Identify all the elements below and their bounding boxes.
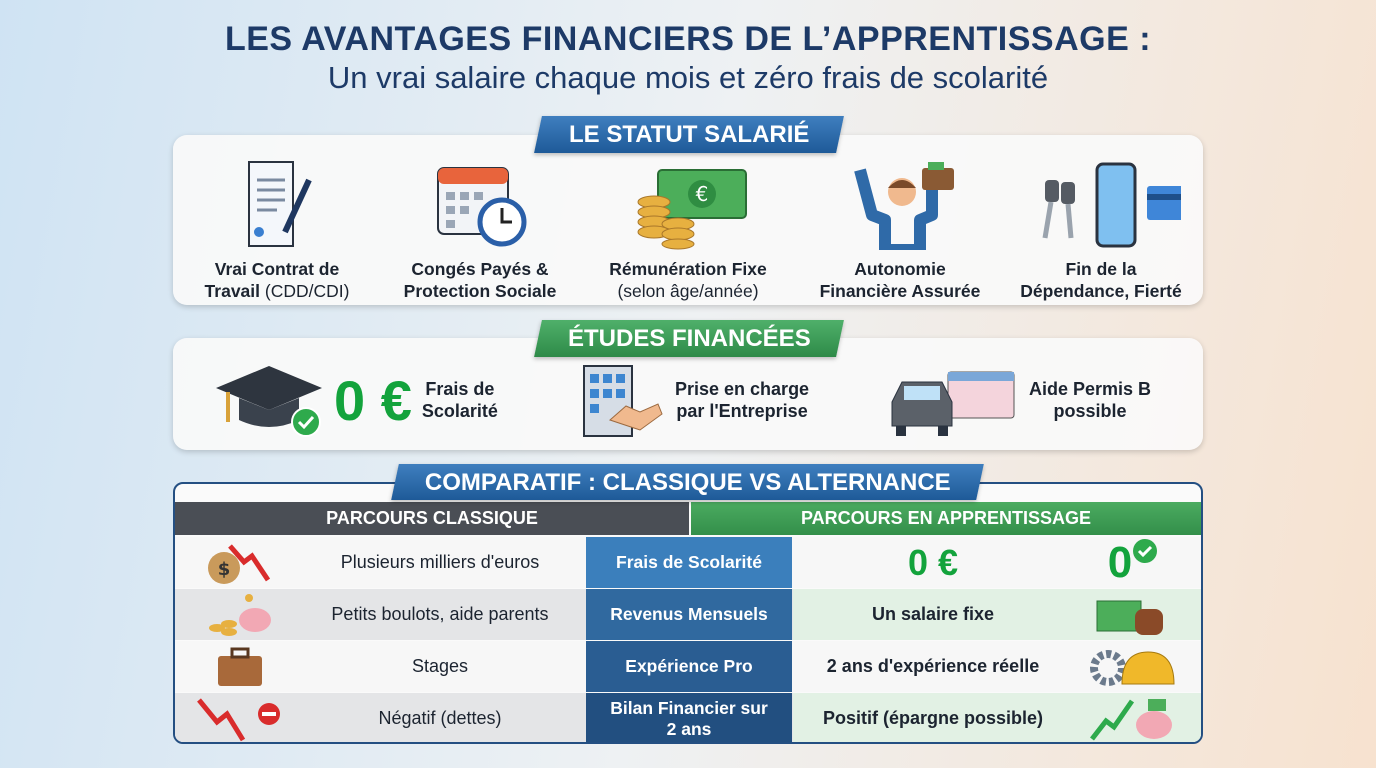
cash-purse-icon <box>1096 600 1163 635</box>
keys-phone-card-icon <box>1042 162 1181 248</box>
table-row: Négatif (dettes) Bilan Financier sur 2 a… <box>175 693 1201 742</box>
statut-item-dependance: Fin de la Dépendance, Fierté <box>1001 160 1201 302</box>
person-wallet-icon <box>854 162 954 250</box>
page-subtitle: Un vrai salaire chaque mois et zéro frai… <box>327 60 1049 95</box>
statut-heading: LE STATUT SALARIÉ <box>534 116 844 153</box>
statut-item-autonomie: Autonomie Financière Assurée <box>800 160 1000 302</box>
etudes-item-scolarite: 0 € Frais de Scolarité <box>214 362 498 438</box>
apprentissage-value: 2 ans d'expérience réelle <box>826 656 1040 676</box>
etudes-item-entreprise: Prise en charge par l'Entreprise <box>580 362 809 438</box>
table-row: $ Plusieurs milliers d'euros Frais de Sco… <box>175 537 1201 588</box>
criterion-label: Expérience Pro <box>586 641 792 692</box>
apprentissage-value: Un salaire fixe <box>871 604 995 624</box>
piggy-bank-coins-icon <box>209 593 271 636</box>
money-coins-icon: € <box>637 169 747 250</box>
trend-down-minus-icon <box>197 697 280 741</box>
graduation-cap-icon <box>216 366 322 437</box>
building-handshake-icon <box>583 365 663 437</box>
classique-value: Stages <box>411 656 469 676</box>
check-circle-icon <box>1133 538 1158 563</box>
page-title: LES AVANTAGES FINANCIERS DE L’APPRENTISS… <box>224 20 1152 58</box>
comparison-table: PARCOURS CLASSIQUE PARCOURS EN APPRENTIS… <box>173 482 1203 744</box>
criterion-label: Frais de Scolarité <box>586 537 792 588</box>
zero-euro-label: 0 € <box>334 368 412 432</box>
calendar-clock-icon <box>437 167 527 247</box>
contract-icon <box>248 161 312 247</box>
statut-item-contrat: Vrai Contrat de Travail (CDD/CDI) <box>177 160 377 302</box>
classique-value: Négatif (dettes) <box>378 708 502 728</box>
table-row: Stages Expérience Pro 2 ans d'expérience… <box>175 641 1201 692</box>
classique-value: Plusieurs milliers d'euros <box>340 552 540 572</box>
briefcase-icon <box>218 647 262 686</box>
trend-up-piggy-icon <box>1090 698 1172 741</box>
zero-label: 0 <box>1107 537 1133 587</box>
criterion-label: Bilan Financier sur 2 ans <box>586 693 792 742</box>
table-row: Petits boulots, aide parents Revenus Men… <box>175 589 1201 640</box>
classique-value: Petits boulots, aide parents <box>331 604 549 624</box>
criterion-label: Revenus Mensuels <box>586 589 792 640</box>
etudes-heading: ÉTUDES FINANCÉES <box>534 320 844 357</box>
comparatif-heading: COMPARATIF : CLASSIQUE VS ALTERNANCE <box>391 464 984 500</box>
car-license-icon <box>891 371 1015 436</box>
money-bag-down-icon: $ <box>208 543 271 584</box>
apprentissage-value: 0 € <box>907 541 959 583</box>
statut-item-remuneration: € Rémunération Fixe (selon âge/année) <box>588 160 788 302</box>
gear-helmet-wrench-icon <box>1090 649 1175 686</box>
statut-item-conges: Congés Payés & Protection Sociale <box>380 160 580 302</box>
apprentissage-value: Positif (épargne possible) <box>822 708 1044 728</box>
header-classique: PARCOURS CLASSIQUE <box>175 502 689 535</box>
svg-text:€: € <box>696 182 709 206</box>
header-apprentissage: PARCOURS EN APPRENTISSAGE <box>691 502 1201 535</box>
svg-text:$: $ <box>218 559 231 580</box>
